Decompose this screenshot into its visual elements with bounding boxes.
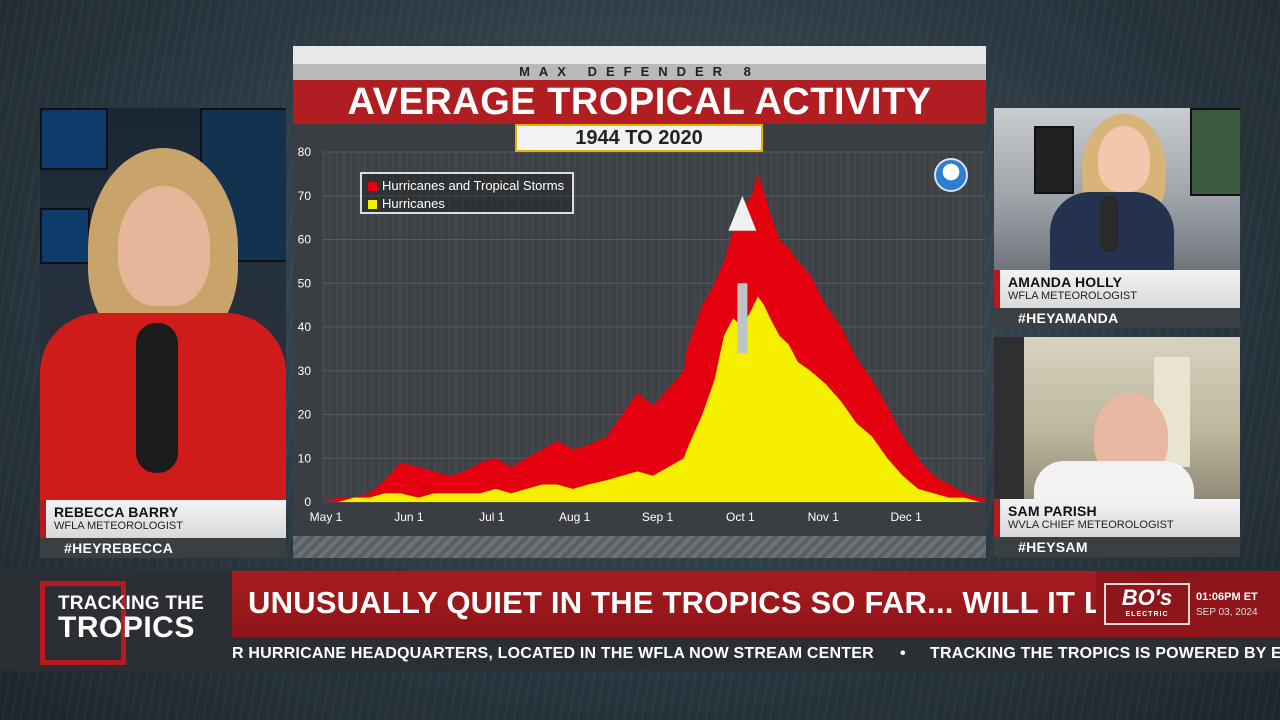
x-tick-label: Dec 1 <box>890 510 922 524</box>
video-panel-rebecca: REBECCA BARRY WFLA METEOROLOGIST #HEYREB… <box>40 108 286 558</box>
lower-third-banner: TRACKING THE TROPICS UNUSUALLY QUIET IN … <box>0 571 1280 671</box>
studio-monitor <box>40 208 90 264</box>
graphic-subtitle: 1944 TO 2020 <box>515 124 763 152</box>
y-tick-label: 0 <box>304 495 311 509</box>
y-tick-label: 30 <box>298 364 312 378</box>
tropical-activity-chart: 0 10 20 30 40 50 60 70 80 May 1 Jun 1 Jul 1 Aug 1 Sep… <box>298 145 986 524</box>
arrow-up-icon-shaft <box>737 283 748 354</box>
chart-legend: Hurricanes and Tropical Storms Hurricane… <box>360 172 574 214</box>
name-plate-amanda: AMANDA HOLLY WFLA METEOROLOGIST <box>994 270 1240 308</box>
sponsor-name: BO's <box>1121 585 1173 610</box>
series-area-hurricanes <box>323 296 986 502</box>
studio-map-screen <box>1190 108 1240 196</box>
x-tick-label: Aug 1 <box>559 510 591 524</box>
hashtag-amanda: #HEYAMANDA <box>994 308 1240 328</box>
graphic-title: AVERAGE TROPICAL ACTIVITY <box>293 80 986 124</box>
presenter-face <box>118 186 210 306</box>
sponsor-sub: ELECTRIC <box>1125 611 1169 618</box>
video-panel-sam: SAM PARISH WVLA CHIEF METEOROLOGIST #HEY… <box>994 337 1240 558</box>
graphic-top-strip <box>293 46 986 64</box>
legend-swatch-yellow <box>368 200 377 210</box>
y-tick-label: 80 <box>298 145 312 159</box>
y-tick-label: 10 <box>298 451 312 465</box>
name-plate-rebecca: REBECCA BARRY WFLA METEOROLOGIST <box>40 500 286 538</box>
x-tick-label: Sep 1 <box>642 510 674 524</box>
clock-time: 01:06PM ET <box>1196 591 1258 603</box>
microphone-icon <box>136 323 178 473</box>
presenter-title: WFLA METEOROLOGIST <box>54 520 183 532</box>
studio-monitor <box>1034 126 1074 194</box>
y-tick-label: 40 <box>298 320 312 334</box>
x-tick-label: Jul 1 <box>479 510 505 524</box>
studio-monitor <box>40 108 108 170</box>
legend-swatch-red <box>368 182 377 192</box>
camera-feed-amanda <box>994 108 1240 270</box>
name-plate-sam: SAM PARISH WVLA CHIEF METEOROLOGIST <box>994 499 1240 537</box>
legend-label: Hurricanes and Tropical Storms <box>382 178 565 193</box>
sponsor-logo: BO's ELECTRIC <box>1104 583 1190 625</box>
hashtag-rebecca: #HEYREBECCA <box>40 538 286 558</box>
legend-label: Hurricanes <box>382 196 445 211</box>
clock-date: SEP 03, 2024 <box>1196 607 1258 618</box>
ticker-item: TRACKING THE TROPICS IS POWERED BY E <box>930 645 1280 662</box>
presenter-title: WVLA CHIEF METEOROLOGIST <box>1008 519 1174 531</box>
y-tick-label: 60 <box>298 233 312 247</box>
noaa-logo-icon <box>934 158 968 192</box>
x-tick-label: Jun 1 <box>394 510 424 524</box>
x-tick-label: Oct 1 <box>726 510 755 524</box>
news-ticker: R HURRICANE HEADQUARTERS, LOCATED IN THE… <box>232 637 1280 671</box>
graphic-brand: MAX DEFENDER 8 <box>293 64 986 80</box>
weather-graphic: MAX DEFENDER 8 AVERAGE TROPICAL ACTIVITY… <box>293 46 986 558</box>
x-tick-label: May 1 <box>310 510 343 524</box>
arrow-up-icon <box>728 195 757 231</box>
headline-bar: UNUSUALLY QUIET IN THE TROPICS SO FAR...… <box>232 571 1185 637</box>
presenter-face <box>1098 126 1150 192</box>
headline-text: UNUSUALLY QUIET IN THE TROPICS SO FAR...… <box>248 585 1185 620</box>
hashtag-sam: #HEYSAM <box>994 537 1240 557</box>
presenter-shirt <box>1034 461 1194 499</box>
presenter-name: SAM PARISH <box>1008 503 1097 519</box>
presenter-name: REBECCA BARRY <box>54 504 179 520</box>
ticker-separator: • <box>900 645 906 662</box>
frame-edge <box>994 337 1024 499</box>
microphone-icon <box>1100 196 1118 252</box>
tracking-the-tropics-logo: TRACKING THE TROPICS <box>0 571 232 671</box>
presenter-name: AMANDA HOLLY <box>1008 274 1123 290</box>
video-panel-amanda: AMANDA HOLLY WFLA METEOROLOGIST #HEYAMAN… <box>994 108 1240 330</box>
sponsor-clock: BO's ELECTRIC 01:06PM ET SEP 03, 2024 <box>1096 571 1280 637</box>
logo-frame <box>40 581 126 665</box>
legend-item-hurricanes: Hurricanes <box>368 196 445 211</box>
logo-line1: TRACKING THE <box>58 593 204 614</box>
presenter-title: WFLA METEOROLOGIST <box>1008 290 1137 302</box>
x-tick-label: Nov 1 <box>808 510 840 524</box>
graphic-bottom-strip <box>293 536 986 558</box>
camera-feed-sam <box>994 337 1240 499</box>
ticker-item: R HURRICANE HEADQUARTERS, LOCATED IN THE… <box>232 645 874 662</box>
legend-item-storms: Hurricanes and Tropical Storms <box>368 178 564 193</box>
y-tick-label: 70 <box>298 189 312 203</box>
camera-feed-rebecca <box>40 108 286 500</box>
logo-line2: TROPICS <box>58 611 195 644</box>
y-tick-label: 20 <box>298 408 312 422</box>
y-tick-label: 50 <box>298 276 312 290</box>
